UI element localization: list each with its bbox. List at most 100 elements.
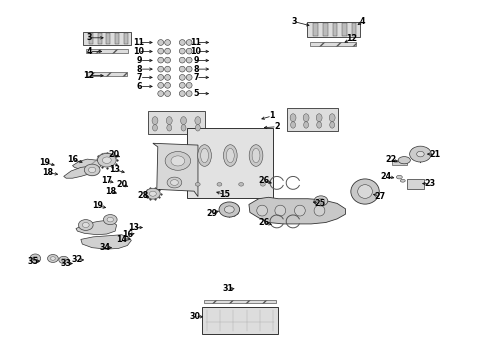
Ellipse shape xyxy=(181,125,186,131)
Text: 2: 2 xyxy=(274,122,280,131)
Ellipse shape xyxy=(30,254,41,263)
Text: 6: 6 xyxy=(137,82,143,91)
Text: 35: 35 xyxy=(28,256,39,265)
Ellipse shape xyxy=(416,151,424,157)
Text: 26: 26 xyxy=(258,218,269,227)
Ellipse shape xyxy=(107,217,114,222)
Text: 7: 7 xyxy=(193,73,199,82)
Text: 16: 16 xyxy=(67,155,78,164)
Text: 19: 19 xyxy=(40,158,50,167)
Ellipse shape xyxy=(275,205,286,216)
Text: 22: 22 xyxy=(386,154,396,163)
Ellipse shape xyxy=(165,57,171,63)
Ellipse shape xyxy=(400,179,405,182)
Bar xyxy=(83,32,131,45)
Bar xyxy=(148,111,205,134)
Ellipse shape xyxy=(33,256,38,261)
Ellipse shape xyxy=(314,205,325,216)
Text: 3: 3 xyxy=(291,17,297,26)
Ellipse shape xyxy=(62,258,66,261)
Ellipse shape xyxy=(260,183,265,186)
Text: 4: 4 xyxy=(360,17,366,26)
Text: 25: 25 xyxy=(314,199,325,208)
Ellipse shape xyxy=(329,114,335,122)
Text: 17: 17 xyxy=(101,176,112,185)
Ellipse shape xyxy=(196,125,200,131)
Ellipse shape xyxy=(351,179,379,204)
Ellipse shape xyxy=(186,48,192,54)
Ellipse shape xyxy=(224,206,234,213)
Ellipse shape xyxy=(158,91,164,96)
Text: 18: 18 xyxy=(43,168,53,177)
Text: 32: 32 xyxy=(72,256,83,264)
Ellipse shape xyxy=(171,180,178,185)
Bar xyxy=(115,33,119,44)
Ellipse shape xyxy=(48,255,58,262)
Text: 19: 19 xyxy=(93,202,103,210)
Ellipse shape xyxy=(223,145,237,166)
Bar xyxy=(323,23,327,36)
Text: 28: 28 xyxy=(138,191,148,199)
Ellipse shape xyxy=(181,117,187,125)
Ellipse shape xyxy=(186,91,192,96)
Text: 4: 4 xyxy=(86,47,92,56)
Ellipse shape xyxy=(179,82,185,88)
Bar xyxy=(202,307,278,334)
Ellipse shape xyxy=(217,183,222,186)
Ellipse shape xyxy=(294,205,305,216)
Text: 12: 12 xyxy=(346,34,357,43)
Text: 8: 8 xyxy=(193,65,199,74)
Text: 1: 1 xyxy=(269,111,275,120)
Bar xyxy=(407,179,424,189)
Ellipse shape xyxy=(167,125,172,131)
Ellipse shape xyxy=(165,91,171,96)
Bar xyxy=(124,33,128,44)
Ellipse shape xyxy=(179,66,185,72)
Ellipse shape xyxy=(290,114,296,122)
Ellipse shape xyxy=(165,152,191,170)
Ellipse shape xyxy=(195,117,201,125)
Ellipse shape xyxy=(304,122,309,128)
Ellipse shape xyxy=(146,188,160,199)
Ellipse shape xyxy=(201,148,208,163)
Bar xyxy=(89,33,93,44)
Text: 5: 5 xyxy=(193,89,199,98)
Ellipse shape xyxy=(396,175,402,179)
Bar xyxy=(287,108,338,131)
Polygon shape xyxy=(81,235,131,249)
Text: 9: 9 xyxy=(193,56,199,65)
Text: 11: 11 xyxy=(133,38,144,47)
Ellipse shape xyxy=(167,177,182,188)
Ellipse shape xyxy=(316,114,322,122)
Ellipse shape xyxy=(158,57,164,63)
Text: 14: 14 xyxy=(116,235,127,243)
Ellipse shape xyxy=(59,256,69,264)
Ellipse shape xyxy=(149,191,156,196)
Ellipse shape xyxy=(398,157,410,164)
Ellipse shape xyxy=(165,82,171,88)
Ellipse shape xyxy=(179,48,185,54)
Bar xyxy=(343,23,347,36)
Text: 15: 15 xyxy=(219,190,230,199)
Ellipse shape xyxy=(195,183,200,186)
Ellipse shape xyxy=(257,205,268,216)
Ellipse shape xyxy=(158,48,164,54)
Text: 18: 18 xyxy=(105,187,116,196)
Ellipse shape xyxy=(103,215,117,225)
Polygon shape xyxy=(73,159,102,171)
Ellipse shape xyxy=(166,117,172,125)
Ellipse shape xyxy=(98,153,116,167)
Text: 10: 10 xyxy=(191,47,201,56)
Ellipse shape xyxy=(239,183,244,186)
Text: 31: 31 xyxy=(222,284,233,293)
Text: 3: 3 xyxy=(86,33,92,42)
Ellipse shape xyxy=(303,114,309,122)
Text: 26: 26 xyxy=(258,176,269,185)
Ellipse shape xyxy=(179,91,185,96)
Text: 20: 20 xyxy=(108,150,119,158)
Bar xyxy=(86,49,127,53)
Text: 10: 10 xyxy=(133,47,144,56)
Bar xyxy=(98,33,101,44)
Bar xyxy=(106,33,110,44)
Text: 23: 23 xyxy=(425,179,436,188)
